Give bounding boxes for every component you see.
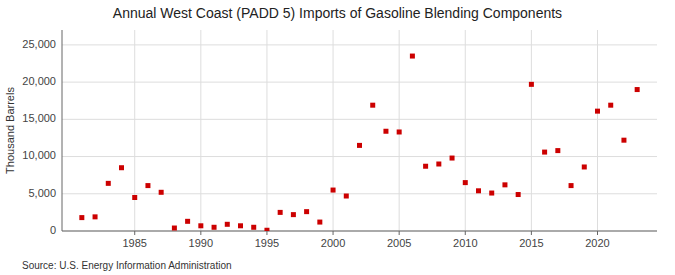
y-tick-label: 20,000	[22, 75, 56, 87]
x-tick-mark	[134, 231, 135, 235]
point: 2008: 9000	[436, 162, 441, 167]
y-grid-line	[62, 193, 657, 194]
point: 1981: 1800	[79, 215, 84, 220]
point: 1985: 4500	[132, 195, 137, 200]
point: 1989: 1300	[185, 219, 190, 224]
x-grid-line	[200, 30, 201, 231]
point: 1991: 500	[212, 225, 217, 230]
point: 2022: 12200	[621, 138, 626, 143]
point: 2023: 19000	[635, 87, 640, 92]
x-tick-label: 2005	[387, 237, 411, 249]
x-grid-line	[597, 30, 598, 231]
point: 1983: 6400	[106, 181, 111, 186]
x-tick-label: 2020	[585, 237, 609, 249]
point: 2000: 5500	[331, 188, 336, 193]
point: 1997: 2200	[291, 212, 296, 217]
point: 2021: 16900	[608, 103, 613, 108]
point: 2017: 10800	[555, 148, 560, 153]
x-grid-line	[266, 30, 267, 231]
point: 1993: 700	[238, 223, 243, 228]
y-tick-label: 25,000	[22, 38, 56, 50]
point: 2001: 4700	[344, 194, 349, 199]
point: 2009: 9800	[450, 156, 455, 161]
point: 1987: 5200	[159, 190, 164, 195]
x-axis-line	[62, 231, 657, 232]
x-tick-label: 2010	[453, 237, 477, 249]
x-grid-line	[531, 30, 532, 231]
point: 1994: 500	[251, 225, 256, 230]
x-tick-mark	[465, 231, 466, 235]
point: 2004: 13400	[383, 129, 388, 134]
x-tick-label: 1990	[189, 237, 213, 249]
x-tick-mark	[266, 231, 267, 235]
point: 1986: 6100	[145, 183, 150, 188]
x-tick-mark	[399, 231, 400, 235]
point: 1998: 2600	[304, 209, 309, 214]
x-tick-label: 2015	[519, 237, 543, 249]
y-tick-label: 5,000	[28, 187, 56, 199]
point: 2006: 23500	[410, 54, 415, 59]
y-grid-line	[62, 82, 657, 83]
x-tick-label: 1995	[255, 237, 279, 249]
point: 1995: 100	[264, 228, 269, 231]
y-grid-line	[62, 119, 657, 120]
chart-svg: 0 5,000 10,000 15,000 20,000 25,000 1985 1990 19…	[0, 0, 675, 275]
point: 2012: 5100	[489, 191, 494, 196]
point: 1984: 8500	[119, 165, 124, 170]
x-tick-label: 2000	[321, 237, 345, 249]
x-tick-mark	[531, 231, 532, 235]
y-tick-label: 10,000	[22, 149, 56, 161]
y-tick-label: 15,000	[22, 112, 56, 124]
point: 1992: 900	[225, 222, 230, 227]
point: 2018: 6100	[569, 183, 574, 188]
point: 2007: 8700	[423, 164, 428, 169]
source-note: Source: U.S. Energy Information Administ…	[22, 260, 232, 271]
y-grid-line	[62, 156, 657, 157]
point: 1982: 1900	[93, 214, 98, 219]
x-tick-mark	[597, 231, 598, 235]
point: 2013: 6200	[502, 182, 507, 187]
point: 2020: 16100	[595, 109, 600, 114]
point: 2016: 10600	[542, 150, 547, 155]
x-tick-mark	[333, 231, 334, 235]
point: 1999: 1200	[317, 220, 322, 225]
point: 1996: 2500	[278, 210, 283, 215]
point: 2002: 11500	[357, 143, 362, 148]
points: 1981: 1800 1982: 1900 1983: 6400 1984: 8500…	[79, 54, 639, 231]
point: 2014: 4900	[516, 192, 521, 197]
y-axis-label: Thousand Barrels	[4, 87, 16, 174]
x-grid-line	[134, 30, 135, 231]
point: 2003: 16900	[370, 103, 375, 108]
y-axis-line	[62, 30, 63, 231]
grid	[62, 30, 657, 231]
y-tick-label: 0	[50, 224, 56, 236]
axes: 0 5,000 10,000 15,000 20,000 25,000 1985 1990 19…	[22, 30, 657, 249]
point: 2011: 5400	[476, 188, 481, 193]
point: 2015: 19700	[529, 82, 534, 87]
point: 1990: 700	[198, 223, 203, 228]
chart-container: 0 5,000 10,000 15,000 20,000 25,000 1985 1990 19…	[0, 0, 675, 275]
x-grid-line	[333, 30, 334, 231]
x-tick-mark	[200, 231, 201, 235]
point: 2005: 13300	[397, 129, 402, 134]
x-grid-line	[465, 30, 466, 231]
point: 2019: 8600	[582, 164, 587, 169]
x-tick-label: 1985	[122, 237, 146, 249]
point: 1988: 400	[172, 226, 177, 231]
point: 2010: 6500	[463, 180, 468, 185]
y-grid-line	[62, 44, 657, 45]
y-grid-line	[62, 231, 657, 232]
chart-title: Annual West Coast (PADD 5) Imports of Ga…	[113, 5, 562, 21]
